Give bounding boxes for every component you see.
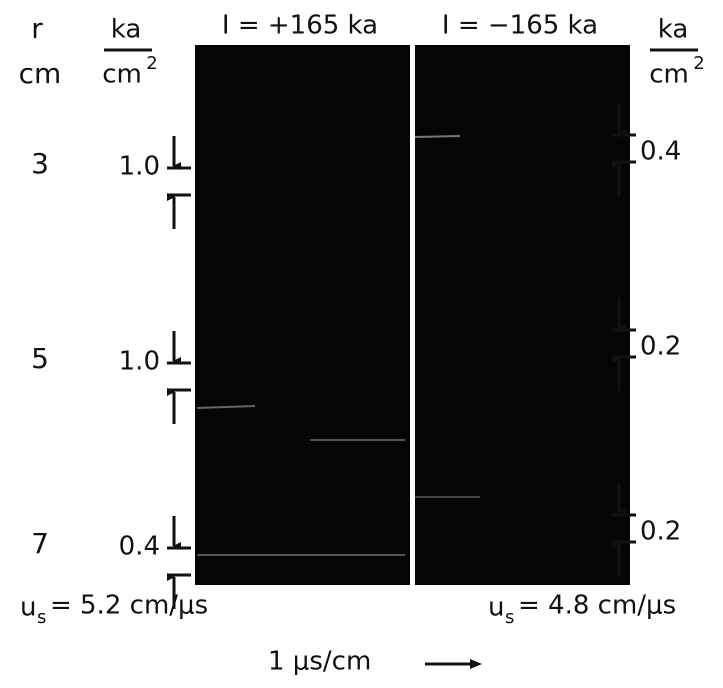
unit-denominator: cm [649,60,689,90]
speed-left: u s = 5.2 cm/μs [20,591,208,629]
panel-title: I = −165 ka [442,11,598,41]
speed-text: = 4.8 cm/μs [518,591,676,621]
radius-unit: cm [19,57,62,90]
speed-symbol: u [488,593,504,623]
streak-photo-left [195,18,410,585]
radius: 5 [31,342,49,375]
unit-exponent: 2 [693,53,704,74]
unit-numerator: ka [111,15,142,45]
speed-text: = 5.2 cm/μs [50,591,208,621]
time-scale: 1 μs/cm [268,647,371,677]
speed-subscript: s [505,607,514,628]
panel-title: I = +165 ka [222,11,378,41]
speed-subscript: s [37,607,46,628]
radius-label: r [31,12,43,45]
streak-photo-right [415,18,630,585]
figure: r cm ka cm 2 ka cm 2 I = +165 ka I = −16… [0,0,723,688]
left-value: 1.0 [119,347,160,377]
radius: 7 [31,527,49,560]
unit-numerator: ka [658,15,689,45]
unit-exponent: 2 [146,53,157,74]
streak [415,136,460,137]
unit-denominator: cm [102,60,142,90]
right-value: 0.2 [640,517,681,547]
speed-symbol: u [20,593,36,623]
left-value: 1.0 [119,152,160,182]
speed-right: u s = 4.8 cm/μs [488,591,676,629]
radius: 3 [31,147,49,180]
right-value: 0.2 [640,332,681,362]
left-value: 0.4 [119,532,160,562]
time-arrowhead [470,659,482,669]
right-value: 0.4 [640,137,681,167]
